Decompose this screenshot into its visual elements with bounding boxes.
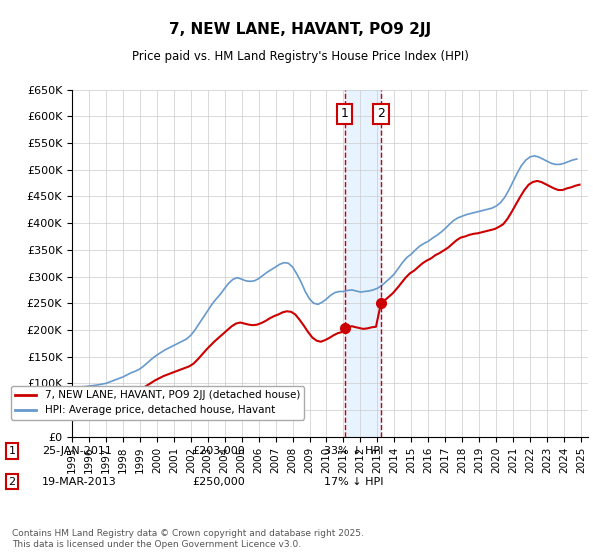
Bar <box>344 90 381 437</box>
Text: £203,000: £203,000 <box>192 446 245 456</box>
Text: 1: 1 <box>8 446 16 456</box>
Text: 7, NEW LANE, HAVANT, PO9 2JJ: 7, NEW LANE, HAVANT, PO9 2JJ <box>169 22 431 38</box>
Text: 19-MAR-2013: 19-MAR-2013 <box>42 477 117 487</box>
Legend: 7, NEW LANE, HAVANT, PO9 2JJ (detached house), HPI: Average price, detached hous: 7, NEW LANE, HAVANT, PO9 2JJ (detached h… <box>11 386 304 419</box>
Text: Contains HM Land Registry data © Crown copyright and database right 2025.
This d: Contains HM Land Registry data © Crown c… <box>12 529 364 549</box>
Text: 2: 2 <box>8 477 16 487</box>
Text: 25-JAN-2011: 25-JAN-2011 <box>42 446 112 456</box>
Text: 33% ↓ HPI: 33% ↓ HPI <box>324 446 383 456</box>
Text: Price paid vs. HM Land Registry's House Price Index (HPI): Price paid vs. HM Land Registry's House … <box>131 50 469 63</box>
Text: 17% ↓ HPI: 17% ↓ HPI <box>324 477 383 487</box>
Text: 2: 2 <box>377 108 385 120</box>
Text: £250,000: £250,000 <box>192 477 245 487</box>
Text: 1: 1 <box>341 108 349 120</box>
